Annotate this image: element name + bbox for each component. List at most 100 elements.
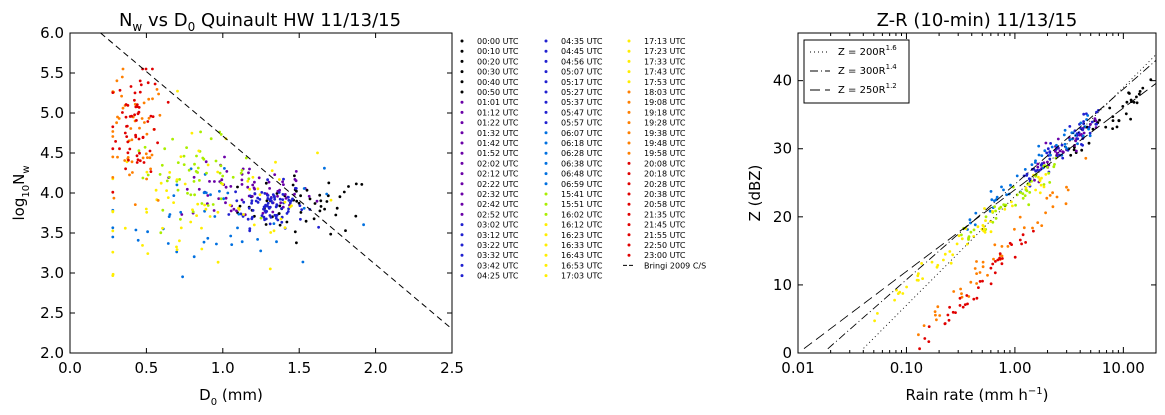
data-point [172,194,176,198]
data-point [189,220,193,224]
data-point [1098,118,1101,122]
data-point [289,199,293,203]
legend-label: 19:08 UTC [644,98,686,107]
data-point [124,167,127,171]
data-point [213,180,216,183]
data-point [1043,149,1047,153]
data-point [974,211,978,215]
data-point [1044,141,1048,145]
data-point [146,252,150,256]
data-point [191,208,194,212]
data-point [327,181,331,185]
data-point [334,213,338,217]
data-point [258,193,262,197]
data-point [219,197,223,201]
data-point [175,183,179,187]
data-point [124,115,128,119]
data-point [1023,194,1027,198]
data-point [159,231,163,235]
data-point [204,207,208,211]
legend-marker [544,253,548,257]
legend-marker [544,212,548,216]
data-point [176,188,180,192]
data-point [959,287,962,291]
data-point [209,137,213,141]
data-point [232,207,236,211]
legend-label: 16:02 UTC [561,210,603,219]
data-point [121,106,125,110]
data-point [130,138,134,142]
legend-marker [544,161,548,165]
data-point [958,304,962,307]
legend-label: 06:59 UTC [561,180,603,189]
data-point [969,280,973,284]
data-point [126,140,130,144]
data-point [1121,105,1125,108]
data-point [195,214,199,218]
data-point [145,210,149,214]
data-point [126,104,130,107]
data-point [1069,153,1073,157]
data-point [216,170,220,174]
data-point [129,127,133,130]
data-point [125,124,129,128]
data-point [965,294,969,297]
data-point [1125,100,1129,104]
data-point [286,210,290,213]
reference-line [100,32,453,330]
legend-label: 03:22 UTC [477,241,519,250]
data-point [342,190,346,194]
data-point [149,170,153,174]
data-point [1028,191,1032,194]
data-point [994,209,997,213]
data-point [187,168,191,172]
data-point [229,209,233,213]
data-point [145,132,149,136]
data-point [251,209,255,212]
data-point [1078,133,1082,137]
data-point [111,274,115,277]
data-point [270,169,274,173]
data-point [183,182,187,186]
legend-marker [460,253,464,257]
legend-marker [627,202,631,206]
data-point [276,194,279,198]
legend-marker [627,39,631,43]
data-point [135,161,139,164]
data-point [1073,129,1077,133]
data-point [185,187,189,191]
data-point [203,209,207,213]
data-point [129,85,133,88]
data-point [193,162,196,166]
data-point [111,229,115,233]
chart1-frame [69,32,453,354]
data-point [1040,154,1044,158]
legend-marker [627,90,631,94]
data-point [282,177,285,181]
legend-label: 21:55 UTC [644,231,686,240]
data-point [1046,147,1050,151]
legend-label: 01:42 UTC [477,139,519,148]
data-point [1038,168,1042,172]
x-tick-label: 2.0 [364,359,388,377]
data-point [206,163,210,167]
legend-marker [544,110,548,114]
data-point [1111,115,1115,118]
legend-label: 05:17 UTC [561,78,603,87]
legend-marker [627,70,631,74]
data-point [161,226,164,230]
data-point [111,155,115,159]
zr-relation-line [827,59,1157,350]
data-point [224,196,228,200]
chart1-xlabel: D0 (mm) [199,386,263,408]
data-point [166,100,170,104]
data-point [239,171,243,175]
data-point [248,187,252,191]
data-point [290,204,293,208]
data-point [269,231,273,234]
data-point [916,274,920,278]
data-point [152,127,156,131]
legend-label: 18:03 UTC [644,88,686,97]
data-point [323,166,326,170]
